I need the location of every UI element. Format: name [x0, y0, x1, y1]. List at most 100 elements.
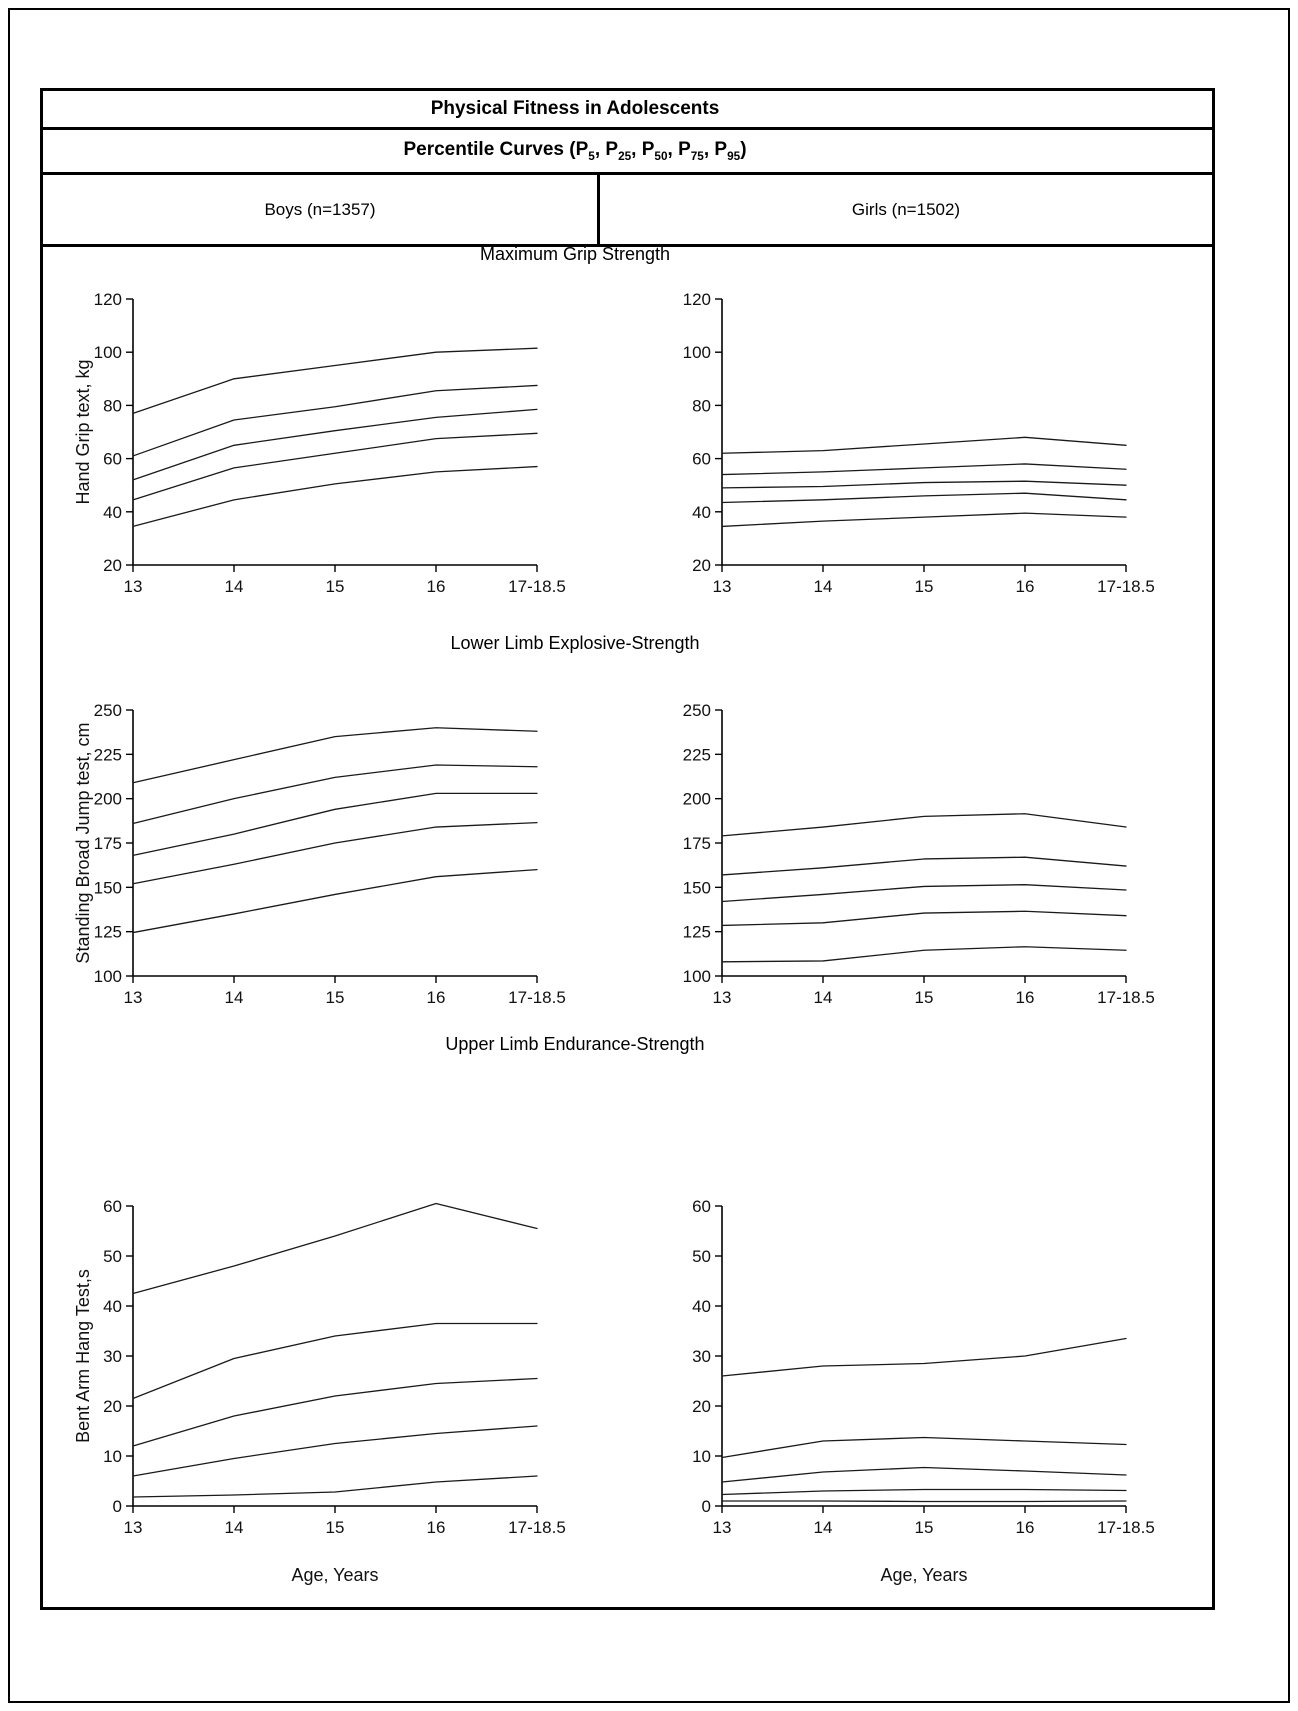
percentile-curve-p95 [721, 813, 1127, 837]
chart-boys-bent-arm-hang: 0 10 20 30 40 50 60 13 14 15 16 17-18.5 Bent Arm Han… [73, 1197, 566, 1585]
y-tick-label: 60 [103, 450, 122, 469]
percentile-curve-p50 [132, 792, 538, 857]
y-tick-label: 10 [103, 1447, 122, 1466]
percentile-curve-p5 [132, 868, 538, 934]
x-tick-label: 13 [124, 988, 143, 1007]
y-tick-label: 100 [683, 343, 711, 362]
x-tick-label: 17-18.5 [1097, 577, 1155, 596]
x-tick-label: 17-18.5 [1097, 988, 1155, 1007]
percentile-curve-p50 [721, 1466, 1127, 1483]
percentile-curve-p25 [132, 821, 538, 885]
percentile-curve-p50 [721, 884, 1127, 903]
percentile-curve-p5 [721, 512, 1127, 528]
percentile-curve-p50 [132, 1377, 538, 1447]
percentile-curve-p75 [132, 764, 538, 825]
x-tick-label: 17-18.5 [508, 988, 566, 1007]
column-header-row: Boys (n=1357) Girls (n=1502) [43, 175, 1212, 247]
x-tick-label: 16 [1016, 988, 1035, 1007]
y-tick-label: 225 [94, 745, 122, 764]
y-tick-label: 120 [94, 290, 122, 309]
percentile-curve-p75 [132, 384, 538, 457]
percentile-curve-p25 [721, 910, 1127, 927]
y-tick-label: 120 [683, 290, 711, 309]
x-tick-label: 16 [1016, 577, 1035, 596]
x-tick-label: 14 [225, 577, 244, 596]
percentile-curve-p5 [132, 465, 538, 528]
y-tick-label: 40 [692, 503, 711, 522]
y-tick-label: 0 [113, 1497, 122, 1516]
y-tick-label: 30 [692, 1347, 711, 1366]
percentile-curve-p95 [721, 436, 1127, 454]
y-tick-label: 100 [94, 967, 122, 986]
y-axis-title: Standing Broad Jump test, cm [73, 722, 93, 963]
percentile-curve-p75 [721, 1436, 1127, 1459]
y-tick-label: 80 [692, 396, 711, 415]
y-tick-label: 125 [683, 923, 711, 942]
y-tick-label: 20 [103, 1397, 122, 1416]
y-tick-label: 20 [692, 556, 711, 575]
x-tick-label: 14 [225, 1518, 244, 1537]
x-tick-label: 17-18.5 [508, 577, 566, 596]
x-tick-label: 15 [915, 988, 934, 1007]
percentile-curve-p25 [721, 492, 1127, 504]
percentile-curve-p50 [721, 480, 1127, 489]
percentile-curve-p25 [132, 432, 538, 501]
x-tick-label: 15 [915, 577, 934, 596]
chart-boys-grip-strength: 20 40 60 80 100 120 13 14 15 16 17-18.5 Hand Grip t… [73, 290, 566, 596]
y-tick-label: 200 [94, 790, 122, 809]
y-tick-label: 100 [683, 967, 711, 986]
y-tick-label: 60 [692, 450, 711, 469]
percentile-curve-p50 [132, 408, 538, 481]
x-tick-label: 16 [427, 1518, 446, 1537]
x-axis-title: Age, Years [291, 1565, 378, 1585]
x-tick-label: 14 [814, 988, 833, 1007]
y-tick-label: 40 [103, 503, 122, 522]
y-tick-label: 150 [94, 878, 122, 897]
column-header-girls: Girls (n=1502) [851, 199, 961, 219]
x-axis-title: Age, Years [880, 1565, 967, 1585]
y-tick-label: 40 [103, 1297, 122, 1316]
x-tick-label: 13 [713, 577, 732, 596]
y-tick-label: 60 [692, 1197, 711, 1216]
y-tick-label: 175 [94, 834, 122, 853]
percentile-curve-p95 [132, 1202, 538, 1295]
y-tick-label: 50 [692, 1247, 711, 1266]
x-tick-label: 15 [915, 1518, 934, 1537]
page-border [8, 8, 1290, 1703]
y-tick-label: 20 [692, 1397, 711, 1416]
x-tick-label: 14 [814, 1518, 833, 1537]
y-axis-title: Hand Grip text, kg [73, 359, 93, 504]
y-tick-label: 50 [103, 1247, 122, 1266]
y-tick-label: 125 [94, 923, 122, 942]
y-tick-label: 0 [702, 1497, 711, 1516]
section-title-lower-limb: Lower Limb Explosive-Strength [450, 633, 700, 653]
chart-boys-broad-jump: 100 125 150 175 200 225 250 13 14 15 16 17-18.5 Stan… [73, 701, 566, 1007]
x-tick-label: 17-18.5 [1097, 1518, 1155, 1537]
x-tick-label: 13 [124, 1518, 143, 1537]
y-tick-label: 30 [103, 1347, 122, 1366]
x-tick-label: 14 [814, 577, 833, 596]
x-tick-label: 16 [427, 988, 446, 1007]
figure-subtitle: Percentile Curves (P5, P25, P50, P75, P9… [43, 130, 1212, 175]
y-tick-label: 20 [103, 556, 122, 575]
x-tick-label: 14 [225, 988, 244, 1007]
percentile-curve-p75 [721, 463, 1127, 476]
percentile-curve-p75 [721, 856, 1127, 876]
percentile-curve-p5 [721, 946, 1127, 963]
chart-girls-grip-strength: 20 40 60 80 100 120 13 14 15 16 17-18.5 [683, 290, 1155, 596]
section-title-upper-limb: Upper Limb Endurance-Strength [445, 1034, 705, 1054]
chart-girls-broad-jump: 100 125 150 175 200 225 250 13 14 15 16 17-18.5 [683, 701, 1155, 1007]
x-tick-label: 15 [326, 577, 345, 596]
section-title-grip-strength: Maximum Grip Strength [479, 244, 671, 264]
x-tick-label: 15 [326, 988, 345, 1007]
column-header-boys: Boys (n=1357) [43, 175, 600, 244]
y-tick-label: 250 [683, 701, 711, 720]
y-tick-label: 80 [103, 396, 122, 415]
x-tick-label: 13 [124, 577, 143, 596]
percentile-curve-p75 [132, 1322, 538, 1400]
y-tick-label: 225 [683, 745, 711, 764]
y-tick-label: 200 [683, 790, 711, 809]
x-tick-label: 17-18.5 [508, 1518, 566, 1537]
percentile-curve-p5 [132, 1475, 538, 1498]
y-tick-label: 250 [94, 701, 122, 720]
